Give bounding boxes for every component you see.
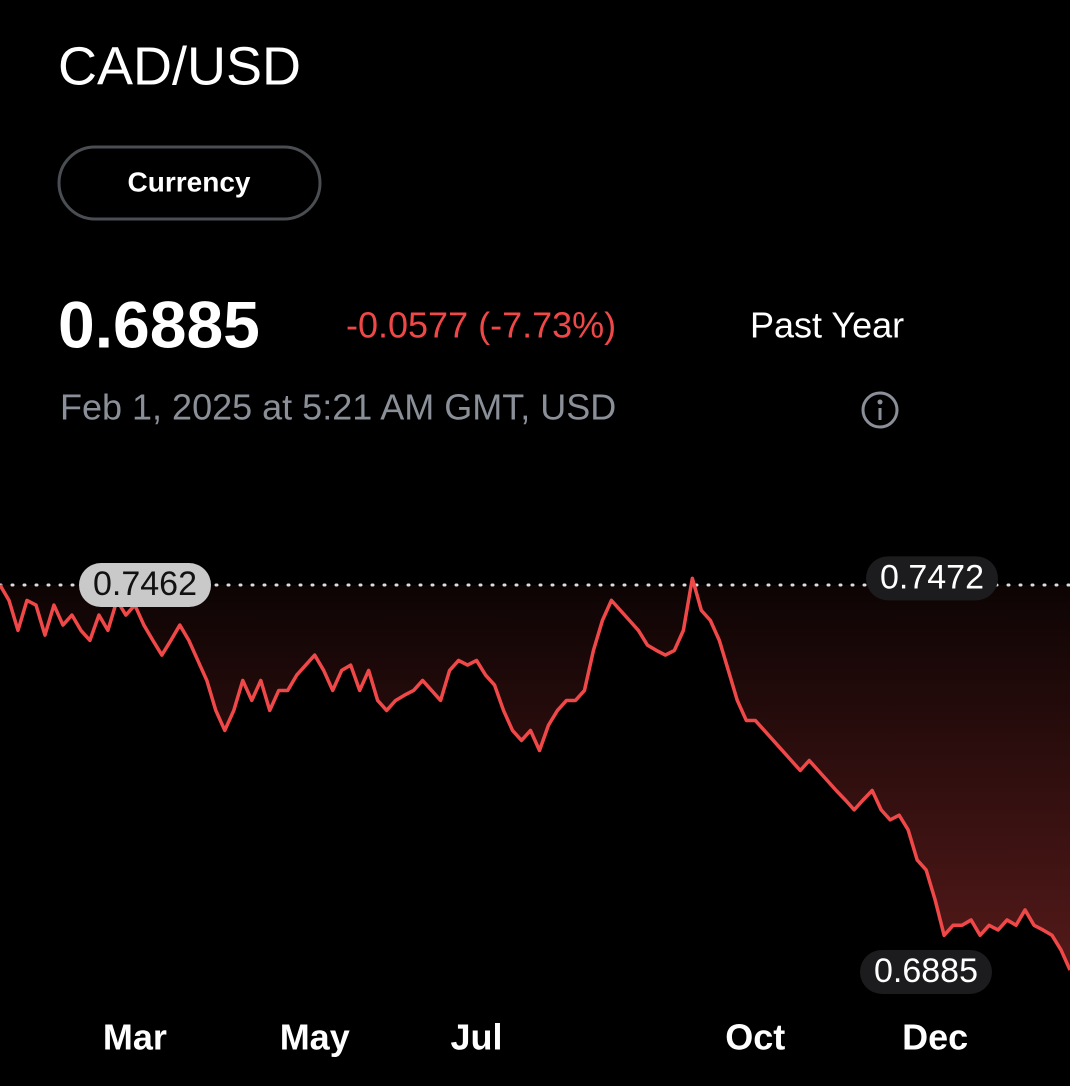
- x-tick-label: Oct: [725, 1017, 785, 1058]
- tag-label[interactable]: Currency: [128, 166, 251, 197]
- timestamp: Feb 1, 2025 at 5:21 AM GMT, USD: [60, 387, 616, 428]
- title: CAD/USD: [58, 36, 301, 96]
- badge-bg: [866, 556, 998, 601]
- badge-label: 0.6885: [874, 952, 978, 990]
- tag-pill[interactable]: [57, 145, 322, 221]
- period: Past Year: [750, 305, 904, 346]
- x-tick-label: May: [280, 1017, 350, 1058]
- change: -0.0577 (-7.73%): [346, 305, 616, 346]
- price: 0.6885: [58, 287, 260, 361]
- x-tick-label: Dec: [902, 1017, 968, 1058]
- badge-label: 0.7462: [93, 565, 197, 603]
- x-tick-label: Jul: [451, 1017, 503, 1058]
- info-icon[interactable]: [861, 391, 899, 429]
- area-fill: [0, 585, 1070, 970]
- badge-bg: [860, 949, 992, 994]
- badge-bg: [79, 563, 211, 608]
- value-badge: 0.7472: [866, 556, 998, 601]
- value-badge: 0.7462: [79, 563, 211, 608]
- x-tick-label: Mar: [103, 1017, 167, 1058]
- price-line: [0, 576, 1070, 971]
- badge-label: 0.7472: [880, 558, 984, 596]
- value-badge: 0.6885: [860, 949, 992, 994]
